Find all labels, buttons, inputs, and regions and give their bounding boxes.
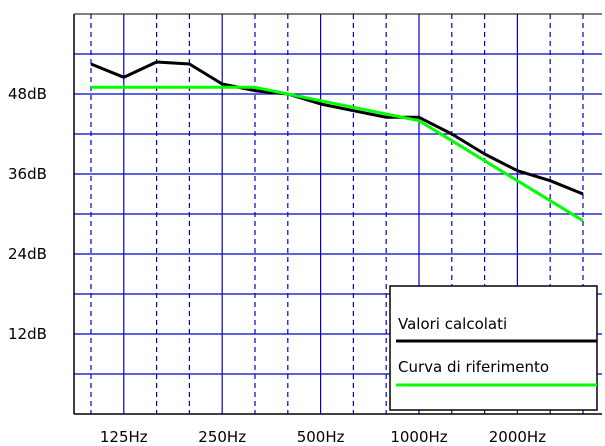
y-tick-label: 12dB xyxy=(8,325,47,343)
y-tick-label: 24dB xyxy=(8,245,47,263)
series-line-valori-calcolati xyxy=(90,60,584,196)
y-tick-label: 36dB xyxy=(8,165,47,183)
x-tick-label: 250Hz xyxy=(198,428,246,446)
legend-label-valori-calcolati: Valori calcolati xyxy=(398,315,507,333)
y-axis-labels: 48dB 36dB 24dB 12dB xyxy=(8,85,47,343)
x-axis-labels: 125Hz 250Hz 500Hz 1000Hz 2000Hz xyxy=(100,428,546,446)
series-line-curva-di-riferimento xyxy=(91,85,584,222)
chart-legend: Valori calcolati Curva di riferimento xyxy=(389,285,598,411)
legend-box xyxy=(389,285,598,411)
x-tick-label: 1000Hz xyxy=(390,428,447,446)
x-tick-label: 2000Hz xyxy=(489,428,546,446)
x-tick-label: 125Hz xyxy=(100,428,148,446)
chart-series xyxy=(90,60,584,222)
chart-axes xyxy=(73,13,602,415)
x-tick-label: 500Hz xyxy=(297,428,345,446)
legend-label-curva-di-riferimento: Curva di riferimento xyxy=(398,358,549,376)
y-tick-label: 48dB xyxy=(8,85,47,103)
